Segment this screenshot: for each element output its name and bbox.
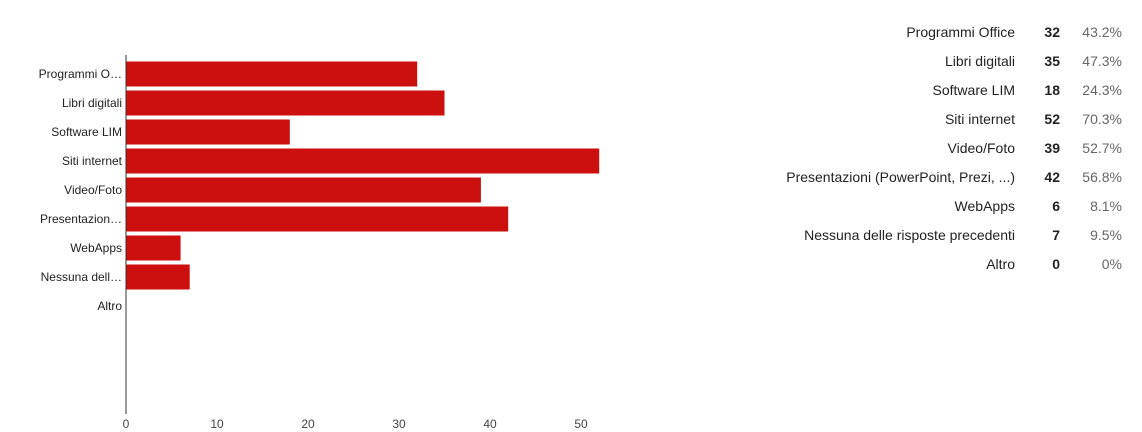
- summary-row: Altro 0 0%: [660, 249, 1122, 278]
- x-tick-label: 0: [123, 417, 130, 431]
- summary-label: WebApps: [954, 197, 1015, 214]
- bar-chart: Programmi O… Libri digitali Software LIM Si…: [39, 55, 600, 431]
- summary-row: Presentazioni (PowerPoint, Prezi, ...) 42…: [660, 162, 1122, 191]
- x-tick-label: 20: [301, 417, 315, 431]
- summary-count: 35: [1044, 53, 1060, 70]
- summary-row: WebApps 6 8.1%: [660, 191, 1122, 220]
- summary-row: Siti internet 52 70.3%: [660, 105, 1122, 134]
- summary-percent: 56.8%: [1082, 168, 1122, 185]
- bar: [126, 119, 290, 145]
- category-label: Programmi O…: [39, 67, 122, 81]
- summary-label: Siti internet: [944, 111, 1015, 128]
- summary-count: 52: [1044, 111, 1060, 128]
- summary-count: 18: [1044, 82, 1060, 99]
- summary-label: Programmi Office: [906, 24, 1015, 41]
- summary-count: 0: [1052, 255, 1060, 272]
- category-label: Siti internet: [62, 154, 123, 168]
- summary-count: 6: [1052, 197, 1060, 214]
- summary-row: Nessuna delle risposte precedenti 7 9.5%: [660, 220, 1122, 249]
- bars-group: [126, 61, 600, 290]
- summary-label: Altro: [986, 255, 1015, 272]
- summary-percent: 43.2%: [1082, 24, 1122, 41]
- bar: [126, 90, 445, 116]
- category-label: WebApps: [70, 241, 122, 255]
- category-label: Presentazion…: [40, 212, 122, 226]
- category-label: Video/Foto: [64, 183, 122, 197]
- summary-table-body: Programmi Office 32 43.2% Libri digitali 35 4…: [660, 18, 1122, 278]
- summary-count: 32: [1044, 24, 1060, 41]
- summary-percent: 0%: [1101, 255, 1122, 272]
- summary-count: 42: [1044, 168, 1060, 185]
- summary-label: Libri digitali: [944, 53, 1015, 70]
- summary-label: Video/Foto: [947, 140, 1015, 156]
- summary-percent: 24.3%: [1082, 82, 1122, 99]
- summary-row: Programmi Office 32 43.2%: [660, 18, 1122, 47]
- category-label: Altro: [97, 299, 122, 313]
- category-label: Libri digitali: [62, 96, 122, 110]
- summary-label: Nessuna delle risposte precedenti: [804, 226, 1015, 243]
- summary-percent: 47.3%: [1082, 53, 1122, 70]
- summary-percent: 9.5%: [1090, 226, 1122, 243]
- bar: [126, 264, 190, 290]
- summary-row: Video/Foto 39 52.7%: [660, 134, 1122, 163]
- summary-table: Programmi Office 32 43.2% Libri digitali 35 4…: [660, 18, 1122, 278]
- x-tick-label: 50: [574, 417, 588, 431]
- summary-percent: 8.1%: [1090, 197, 1122, 214]
- bar: [126, 61, 418, 87]
- summary-count: 39: [1044, 140, 1060, 156]
- x-tick-label: 10: [210, 417, 224, 431]
- x-tick-label: 40: [483, 417, 497, 431]
- bar: [126, 206, 509, 232]
- category-label: Nessuna dell…: [41, 270, 122, 284]
- bar: [126, 148, 600, 174]
- x-tick-label: 30: [392, 417, 406, 431]
- summary-row: Software LIM 18 24.3%: [660, 76, 1122, 105]
- x-axis-ticks: 0 10 20 30 40 50: [123, 417, 588, 431]
- summary-count: 7: [1052, 226, 1060, 243]
- category-labels: Programmi O… Libri digitali Software LIM Si…: [39, 67, 123, 313]
- summary-row: Libri digitali 35 47.3%: [660, 47, 1122, 76]
- category-label: Software LIM: [51, 125, 122, 139]
- summary-percent: 52.7%: [1082, 140, 1122, 156]
- bar: [126, 177, 481, 203]
- summary-label: Presentazioni (PowerPoint, Prezi, ...): [786, 168, 1015, 185]
- summary-label: Software LIM: [932, 82, 1015, 99]
- bar: [126, 235, 181, 261]
- summary-percent: 70.3%: [1082, 111, 1122, 128]
